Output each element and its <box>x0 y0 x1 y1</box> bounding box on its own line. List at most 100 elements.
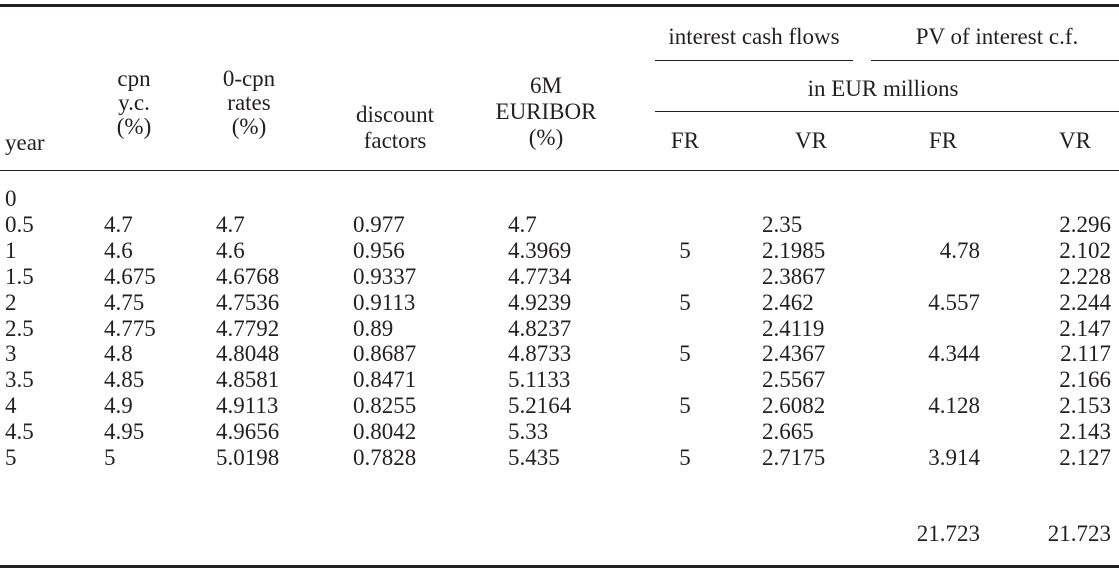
year-cell: 3.5 <box>5 367 34 392</box>
euribor-cell: 5.33 <box>508 419 549 444</box>
discount-factor-cell: 0.977 <box>353 212 405 237</box>
pv-vr-cell: 2.143 <box>1059 419 1111 444</box>
cf-vr-cell: 2.35 <box>762 212 803 237</box>
cf-vr-cell: 2.7175 <box>762 445 826 470</box>
euribor-cell: 4.8237 <box>508 316 572 341</box>
pv-vr-cell: 2.147 <box>1059 316 1111 341</box>
header-in-eur-millions: in EUR millions <box>807 76 959 101</box>
cf-fr-cell: 5 <box>679 290 691 315</box>
cpn-yc-cell: 4.675 <box>104 264 156 289</box>
header-pv-vr: VR <box>1059 128 1091 153</box>
header-year: year <box>5 130 45 155</box>
year-cell: 2 <box>5 290 17 315</box>
bottom-rule <box>0 565 1119 568</box>
pv-vr-cell: 2.153 <box>1059 393 1111 418</box>
total-pv-vr: 21.723 <box>1047 521 1111 546</box>
cpn-yc-cell: 4.8 <box>104 341 133 366</box>
euribor-cell: 5.435 <box>508 445 560 470</box>
zero-cpn-rate-cell: 5.0198 <box>216 445 280 470</box>
discount-factor-cell: 0.8687 <box>353 341 417 366</box>
header-6m-euribor-line-1: 6M <box>530 73 562 98</box>
discount-factor-cell: 0.8255 <box>353 393 417 418</box>
zero-cpn-rate-cell: 4.7 <box>216 212 245 237</box>
header-6m-euribor-line-3: (%) <box>528 125 564 150</box>
cf-vr-cell: 2.6082 <box>762 393 826 418</box>
cpn-yc-cell: 4.85 <box>104 367 145 392</box>
year-cell: 2.5 <box>5 316 34 341</box>
cpn-yc-cell: 4.7 <box>104 212 133 237</box>
discount-factor-cell: 0.8471 <box>353 367 417 392</box>
top-rule <box>0 4 1119 7</box>
year-cell: 1 <box>5 238 17 263</box>
year-cell: 3 <box>5 341 17 366</box>
cf-fr-cell: 5 <box>679 393 691 418</box>
euribor-cell: 4.3969 <box>508 238 572 263</box>
discount-factor-cell: 0.956 <box>353 238 405 263</box>
header-interest-cash-flows: interest cash flows <box>668 24 840 49</box>
cf-fr-cell: 5 <box>679 445 691 470</box>
pv-vr-cell: 2.244 <box>1059 290 1111 315</box>
cf-vr-cell: 2.4119 <box>762 316 825 341</box>
cpn-yc-cell: 4.9 <box>104 393 133 418</box>
discount-factor-cell: 0.9337 <box>353 264 417 289</box>
year-cell: 4 <box>5 393 17 418</box>
pv-vr-cell: 2.127 <box>1059 445 1111 470</box>
euribor-cell: 5.2164 <box>508 393 572 418</box>
cpn-yc-cell: 4.6 <box>104 238 133 263</box>
discount-factor-cell: 0.89 <box>353 316 394 341</box>
header-zero-cpn-rates-line-2: rates <box>227 90 271 115</box>
pv-fr-cell: 4.344 <box>928 341 980 366</box>
cf-fr-cell: 5 <box>679 341 691 366</box>
discount-factor-cell: 0.8042 <box>353 419 417 444</box>
header-pv-interest: PV of interest c.f. <box>915 24 1079 49</box>
header-zero-cpn-rates-line-3: (%) <box>231 114 267 139</box>
header-6m-euribor-line-2: EURIBOR <box>495 99 597 124</box>
pv-fr-cell: 3.914 <box>928 445 980 470</box>
pv-vr-cell: 2.102 <box>1059 238 1111 263</box>
cpn-yc-cell: 4.75 <box>104 290 145 315</box>
cf-vr-cell: 2.1985 <box>762 238 826 263</box>
header-cpn-yc-line-3: (%) <box>116 114 152 139</box>
pv-vr-cell: 2.166 <box>1059 367 1111 392</box>
euribor-cell: 4.9239 <box>508 290 572 315</box>
total-pv-fr: 21.723 <box>916 521 980 546</box>
zero-cpn-rate-cell: 4.7792 <box>216 316 280 341</box>
cf-fr-cell: 5 <box>679 238 691 263</box>
cpn-yc-cell: 5 <box>104 445 116 470</box>
cpn-yc-cell: 4.775 <box>104 316 156 341</box>
euribor-cell: 4.7 <box>508 212 537 237</box>
zero-cpn-rate-cell: 4.6768 <box>216 264 280 289</box>
header-cf-vr: VR <box>795 128 827 153</box>
euribor-cell: 4.7734 <box>508 264 572 289</box>
euribor-cell: 5.1133 <box>508 367 571 392</box>
zero-cpn-rate-cell: 4.8581 <box>216 367 280 392</box>
pv-vr-cell: 2.296 <box>1059 212 1111 237</box>
header-zero-cpn-rates-line-1: 0-cpn <box>222 66 276 91</box>
pv-vr-cell: 2.228 <box>1059 264 1111 289</box>
pv-fr-cell: 4.557 <box>928 290 980 315</box>
cf-vr-cell: 2.462 <box>762 290 814 315</box>
cf-vr-cell: 2.665 <box>762 419 814 444</box>
year-cell: 0.5 <box>5 212 34 237</box>
year-cell: 4.5 <box>5 419 34 444</box>
zero-cpn-rate-cell: 4.9656 <box>216 419 280 444</box>
cf-vr-cell: 2.5567 <box>762 367 826 392</box>
header-cf-fr: FR <box>670 128 700 153</box>
header-bottom-rule <box>0 170 1119 171</box>
header-discount-factors-line-1: discount <box>356 102 434 127</box>
header-pv-fr: FR <box>928 128 958 153</box>
discount-factor-cell: 0.9113 <box>353 290 416 315</box>
pv-vr-cell: 2.117 <box>1060 341 1111 366</box>
euribor-cell: 4.8733 <box>508 341 572 366</box>
eur-millions-underline <box>655 111 1119 112</box>
header-cpn-yc-line-2: y.c. <box>118 90 150 115</box>
zero-cpn-rate-cell: 4.7536 <box>216 290 280 315</box>
cpn-yc-cell: 4.95 <box>104 419 145 444</box>
zero-cpn-rate-cell: 4.6 <box>216 238 245 263</box>
year-cell: 0 <box>5 186 17 211</box>
header-cpn-yc-line-1: cpn <box>117 66 151 91</box>
header-discount-factors-line-2: factors <box>363 128 427 153</box>
cf-vr-cell: 2.3867 <box>762 264 826 289</box>
zero-cpn-rate-cell: 4.8048 <box>216 341 280 366</box>
